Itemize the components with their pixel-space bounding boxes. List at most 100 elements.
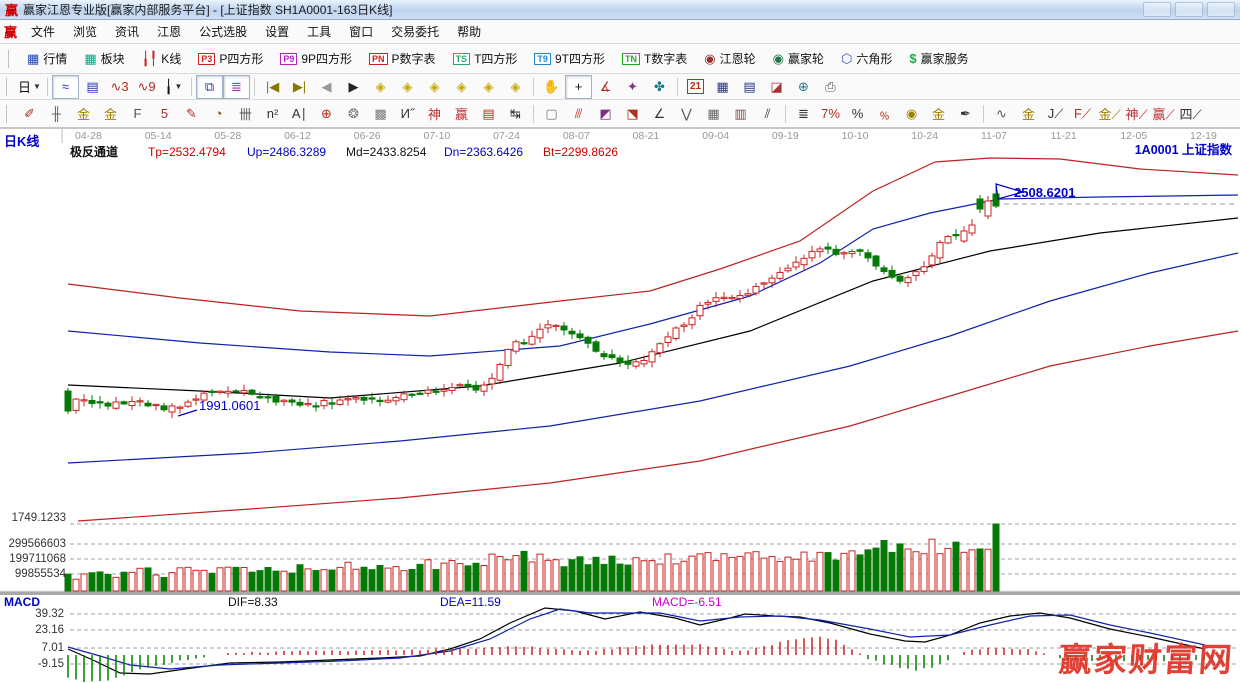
- red-pen-button[interactable]: ✎: [178, 102, 205, 126]
- notes-button[interactable]: ▤: [736, 75, 763, 99]
- comb-2-button[interactable]: 卌: [232, 102, 259, 126]
- width-arrows-button[interactable]: ↹: [502, 102, 529, 126]
- five-spiral-button[interactable]: 5: [151, 102, 178, 126]
- a-divider-button[interactable]: A∣: [286, 102, 313, 126]
- wave-9-button[interactable]: ∿9: [133, 75, 160, 99]
- period-day-button-button[interactable]: 日 ▼: [16, 75, 43, 99]
- print-button[interactable]: ⎙: [817, 75, 844, 99]
- toolbar-button-gann-wheel[interactable]: ◉ 江恩轮: [696, 46, 763, 71]
- web-target-button[interactable]: ❂: [340, 102, 367, 126]
- zoom-expand-button[interactable]: ◈: [448, 75, 475, 99]
- menu-item-browse[interactable]: 浏览: [73, 25, 98, 39]
- ying-tool-button[interactable]: 赢: [448, 102, 475, 126]
- grid-target-button[interactable]: ▩: [367, 102, 394, 126]
- menu-item-file[interactable]: 文件: [31, 25, 56, 39]
- gann-tool-button[interactable]: ✦: [619, 75, 646, 99]
- percent-button[interactable]: %: [844, 102, 871, 126]
- close-button[interactable]: [1207, 2, 1235, 17]
- toolbar-button-9p-square[interactable]: P9 9P四方形: [272, 46, 360, 71]
- zoom-full-button[interactable]: ◈: [475, 75, 502, 99]
- gold-slope-button[interactable]: 金⟋: [1096, 102, 1123, 126]
- first-bar-button[interactable]: |◀: [259, 75, 286, 99]
- zoom-all-button[interactable]: ◈: [502, 75, 529, 99]
- toolbar-button-winner-service[interactable]: $ 赢家服务: [901, 46, 976, 71]
- prev-bar-button[interactable]: ◀: [313, 75, 340, 99]
- fib-comb-button[interactable]: F: [124, 102, 151, 126]
- grid-dark-button[interactable]: ▦: [700, 102, 727, 126]
- percent-line-button[interactable]: ﹪: [871, 102, 898, 126]
- n-square-button[interactable]: n²: [259, 102, 286, 126]
- calendar-21-button[interactable]: 21: [682, 75, 709, 99]
- time-comb-button[interactable]: ╫: [43, 102, 70, 126]
- four-slope-button[interactable]: 四⟋: [1177, 102, 1204, 126]
- crosshair-button[interactable]: +: [565, 74, 592, 99]
- menu-item-formula-stock-picker[interactable]: 公式选股: [199, 25, 248, 39]
- ruler-123-button[interactable]: ▤: [475, 102, 502, 126]
- last-bar-button[interactable]: ▶|: [286, 75, 313, 99]
- menu-item-news[interactable]: 资讯: [115, 25, 140, 39]
- chart-area[interactable]: 日K线 04-28 05-14 05-28 06-12 06-26 07-10 07-24 0…: [0, 128, 1240, 683]
- toolbar-button-winner-wheel[interactable]: ◉ 赢家轮: [765, 46, 832, 71]
- shen-slope-button[interactable]: 神⟋: [1123, 102, 1150, 126]
- menu-item-window[interactable]: 窗口: [349, 25, 374, 39]
- trend-table-button[interactable]: ≣: [790, 102, 817, 126]
- angle-mark-button[interactable]: И˝: [394, 102, 421, 126]
- fan-box-2-button[interactable]: ⬔: [619, 102, 646, 126]
- zoom-right-button[interactable]: ◈: [394, 75, 421, 99]
- av-wave-button[interactable]: ∿: [988, 102, 1015, 126]
- color-histogram-button[interactable]: ≣: [223, 74, 250, 99]
- next-bar-button[interactable]: ▶: [340, 75, 367, 99]
- gann-map-mode-button[interactable]: ⧉: [196, 74, 223, 99]
- toolbar-button-9t-square[interactable]: T9 9T四方形: [526, 46, 613, 71]
- maximize-button[interactable]: [1175, 2, 1203, 17]
- gann-compass-button[interactable]: ⊕: [313, 102, 340, 126]
- toolbar-button-hexagon[interactable]: ⬡ 六角形: [833, 46, 900, 71]
- v-points-button[interactable]: ⋁: [673, 102, 700, 126]
- menu-item-gann[interactable]: 江恩: [157, 25, 182, 39]
- save-button[interactable]: ◪: [763, 75, 790, 99]
- toolbar-button-p-square[interactable]: P3 P四方形: [190, 46, 271, 71]
- toolbar-button-sectors[interactable]: ▦ 板块: [76, 46, 132, 71]
- toolbar-button-t-number-table[interactable]: TN T数字表: [614, 46, 695, 71]
- gold-comb-2-button[interactable]: 金: [97, 102, 124, 126]
- gold-comb-1-button[interactable]: 金: [70, 102, 97, 126]
- mind-map-button[interactable]: ✤: [646, 75, 673, 99]
- zoom-horizontal-button[interactable]: ◈: [421, 75, 448, 99]
- pan-hand-button[interactable]: ✋: [538, 75, 565, 99]
- menu-item-help[interactable]: 帮助: [457, 25, 482, 39]
- fan-lines-button[interactable]: ⫻: [565, 102, 592, 126]
- toolbar-button-quotes[interactable]: ▦ 行情: [19, 46, 75, 71]
- gold-circle-button[interactable]: ◉: [898, 102, 925, 126]
- ying-slope-button[interactable]: 赢⟋: [1150, 102, 1177, 126]
- toolbar-button-kline[interactable]: ╽╿ K线: [134, 46, 190, 71]
- toolbar-button-t-square[interactable]: TS T四方形: [445, 46, 526, 71]
- detail-panel-button[interactable]: ▤: [79, 75, 106, 99]
- menu-item-trade-entrust[interactable]: 交易委托: [391, 25, 440, 39]
- candle-style-button[interactable]: ╽ ▼: [160, 75, 187, 99]
- square-box-button[interactable]: ▢: [538, 102, 565, 126]
- gold-line-button[interactable]: 金: [925, 102, 952, 126]
- zoom-left-button[interactable]: ◈: [367, 75, 394, 99]
- j-slope-button[interactable]: J⟋: [1042, 102, 1069, 126]
- ink-pen-button[interactable]: ✒: [952, 102, 979, 126]
- shen-tool-button[interactable]: 神: [421, 102, 448, 126]
- chart-canvas[interactable]: [0, 129, 1240, 683]
- menu-item-tools[interactable]: 工具: [307, 25, 332, 39]
- angle-fan-button[interactable]: ∠: [646, 102, 673, 126]
- trend-line-mode-button[interactable]: ≈: [52, 74, 79, 99]
- line-annotate-button[interactable]: ∡: [592, 75, 619, 99]
- cycle-clock-button[interactable]: ◔: [205, 102, 232, 126]
- toolbar-button-p-number-table[interactable]: PN P数字表: [361, 46, 444, 71]
- fan-box-button[interactable]: ◩: [592, 102, 619, 126]
- network-button[interactable]: ⊕: [790, 75, 817, 99]
- f-slope-button[interactable]: F⟋: [1069, 102, 1096, 126]
- wave-3-button[interactable]: ∿3: [106, 75, 133, 99]
- calculator-button[interactable]: ▦: [709, 75, 736, 99]
- draw-pen-button[interactable]: ✐: [16, 102, 43, 126]
- grid-dark-2-button[interactable]: ▥: [727, 102, 754, 126]
- minimize-button[interactable]: [1143, 2, 1171, 17]
- seven-percent-button[interactable]: 7%: [817, 102, 844, 126]
- parallel-lines-button[interactable]: ⫽: [754, 102, 781, 126]
- menu-item-settings[interactable]: 设置: [265, 25, 290, 39]
- gold-under-button[interactable]: 金: [1015, 102, 1042, 126]
